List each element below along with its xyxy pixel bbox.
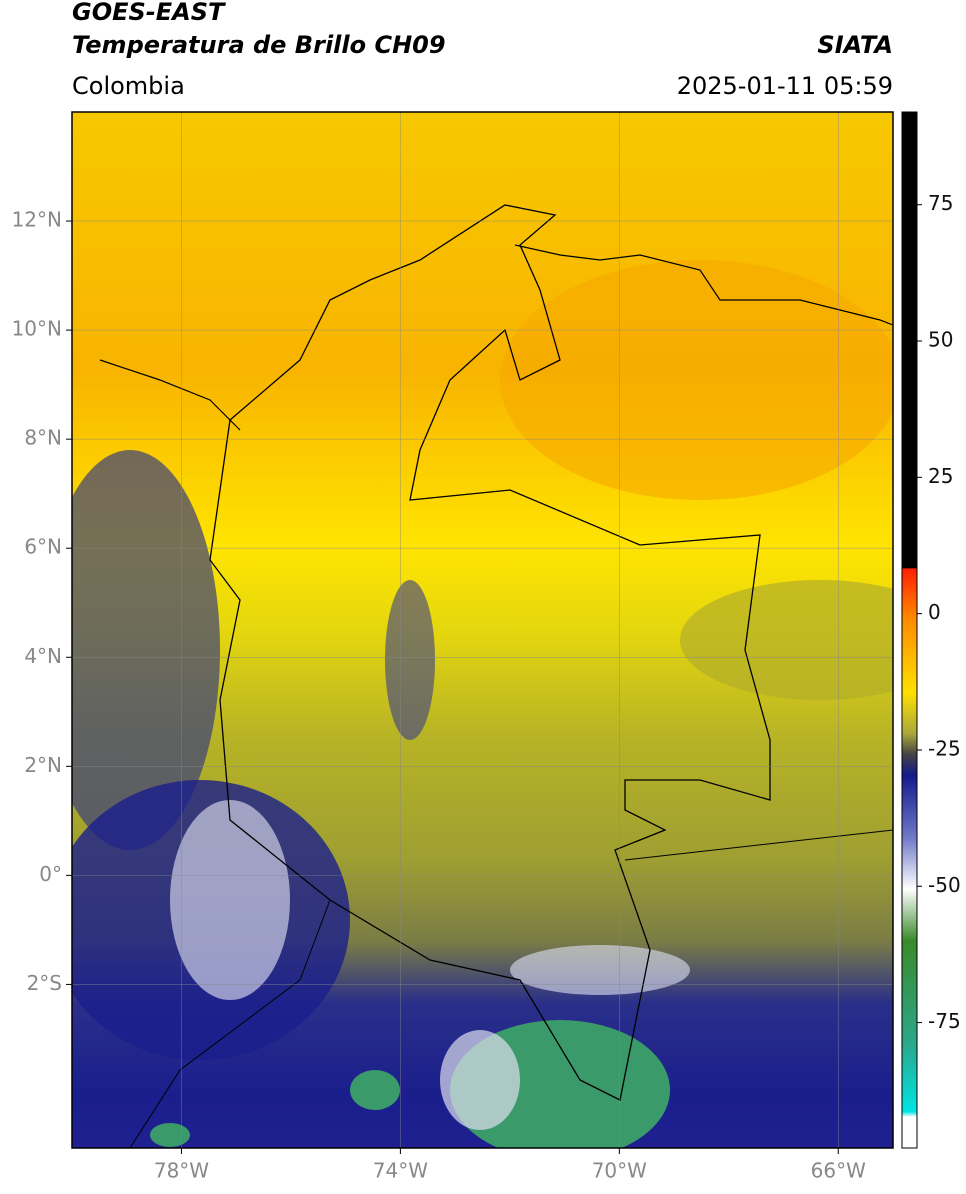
- imagery: [72, 112, 893, 1148]
- map-frame: [71, 111, 894, 1149]
- colorbar-tick-label: -75: [928, 1009, 961, 1033]
- colorbar-tick-label: -50: [928, 873, 961, 897]
- timestamp: 2025-01-11 05:59: [677, 72, 893, 100]
- colorbar-tick-label: 25: [928, 464, 953, 488]
- x-tick-label: 74°W: [373, 1159, 428, 1183]
- subtitle: Temperatura de Brillo CH09: [72, 31, 446, 59]
- colorbar-tick-label: 0: [928, 600, 941, 624]
- colorbar-tick-label: -25: [928, 736, 961, 760]
- colorbar-tick-label: 50: [928, 328, 953, 352]
- y-tick-label: 8°N: [24, 426, 62, 450]
- y-tick-label: 6°N: [24, 535, 62, 559]
- x-tick-label: 78°W: [154, 1159, 209, 1183]
- y-tick-label: 2°S: [27, 971, 62, 995]
- colorbar: [901, 111, 918, 1149]
- x-tick-label: 70°W: [592, 1159, 647, 1183]
- grid: [72, 112, 893, 1148]
- y-tick-label: 10°N: [12, 317, 62, 341]
- region: Colombia: [72, 72, 185, 100]
- colorbar-tick-label: 75: [928, 191, 953, 215]
- y-tick-label: 12°N: [12, 208, 62, 232]
- y-tick-label: 0°: [39, 862, 62, 886]
- source: SIATA: [817, 31, 893, 59]
- title: GOES-EAST: [72, 0, 226, 26]
- y-tick-label: 2°N: [24, 753, 62, 777]
- y-tick-label: 4°N: [24, 644, 62, 668]
- x-tick-label: 66°W: [811, 1159, 866, 1183]
